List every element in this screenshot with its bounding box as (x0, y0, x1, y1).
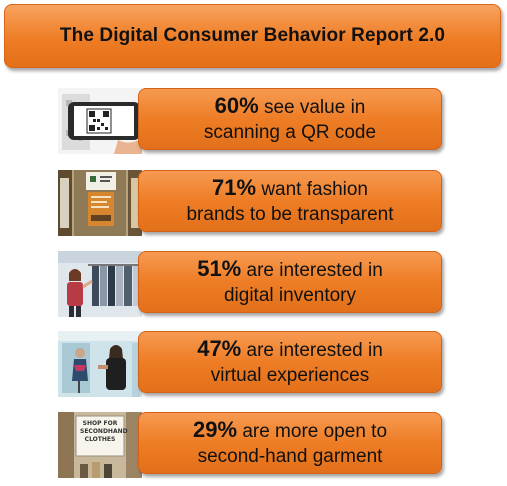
stat-text-line1: are interested in (246, 340, 383, 361)
stat-percent: 71% (211, 175, 257, 200)
store-mannequin-image (58, 331, 142, 397)
stat-text-line2: digital inventory (223, 285, 357, 306)
store-signage-image (58, 170, 142, 236)
stat-text-line1: are interested in (246, 260, 383, 281)
stat-box-inventory: 51% are interested in digital inventory (138, 251, 442, 313)
stat-text-line2: brands to be transparent (186, 204, 394, 225)
stat-box-virtual: 47% are interested in virtual experience… (138, 331, 442, 393)
secondhand-sign-text: SHOP FOR SECONDHAND CLOTHES (80, 420, 128, 443)
secondhand-sign-image: SHOP FOR SECONDHAND CLOTHES (58, 412, 142, 478)
clothing-rack-shopper-image (58, 251, 142, 317)
stat-row-transparency: 71% want fashion brands to be transparen… (58, 168, 446, 238)
stat-percent: 47% (197, 336, 242, 361)
stat-percent: 60% (214, 93, 259, 118)
stat-row-secondhand: SHOP FOR SECONDHAND CLOTHES 29% are more… (58, 410, 446, 480)
stat-text-line2: scanning a QR code (203, 122, 377, 143)
stat-text-line1: see value in (263, 97, 366, 118)
stat-text-line2: second-hand garment (197, 446, 383, 467)
report-title-banner: The Digital Consumer Behavior Report 2.0 (4, 4, 501, 68)
stat-text-line2: virtual experiences (210, 365, 370, 386)
stat-box-qr: 60% see value in scanning a QR code (138, 88, 442, 150)
stat-percent: 51% (197, 256, 242, 281)
stat-percent: 29% (192, 417, 238, 442)
stat-box-secondhand: 29% are more open to second-hand garment (138, 412, 442, 474)
report-title: The Digital Consumer Behavior Report 2.0 (59, 25, 446, 46)
stat-row-virtual: 47% are interested in virtual experience… (58, 329, 446, 399)
stat-row-inventory: 51% are interested in digital inventory (58, 249, 446, 319)
stat-text-line1: want fashion (261, 179, 368, 200)
qr-code-phone-image (58, 88, 142, 154)
stat-box-transparency: 71% want fashion brands to be transparen… (138, 170, 442, 232)
stat-row-qr: 60% see value in scanning a QR code (58, 86, 446, 156)
stat-text-line1: are more open to (242, 421, 388, 442)
